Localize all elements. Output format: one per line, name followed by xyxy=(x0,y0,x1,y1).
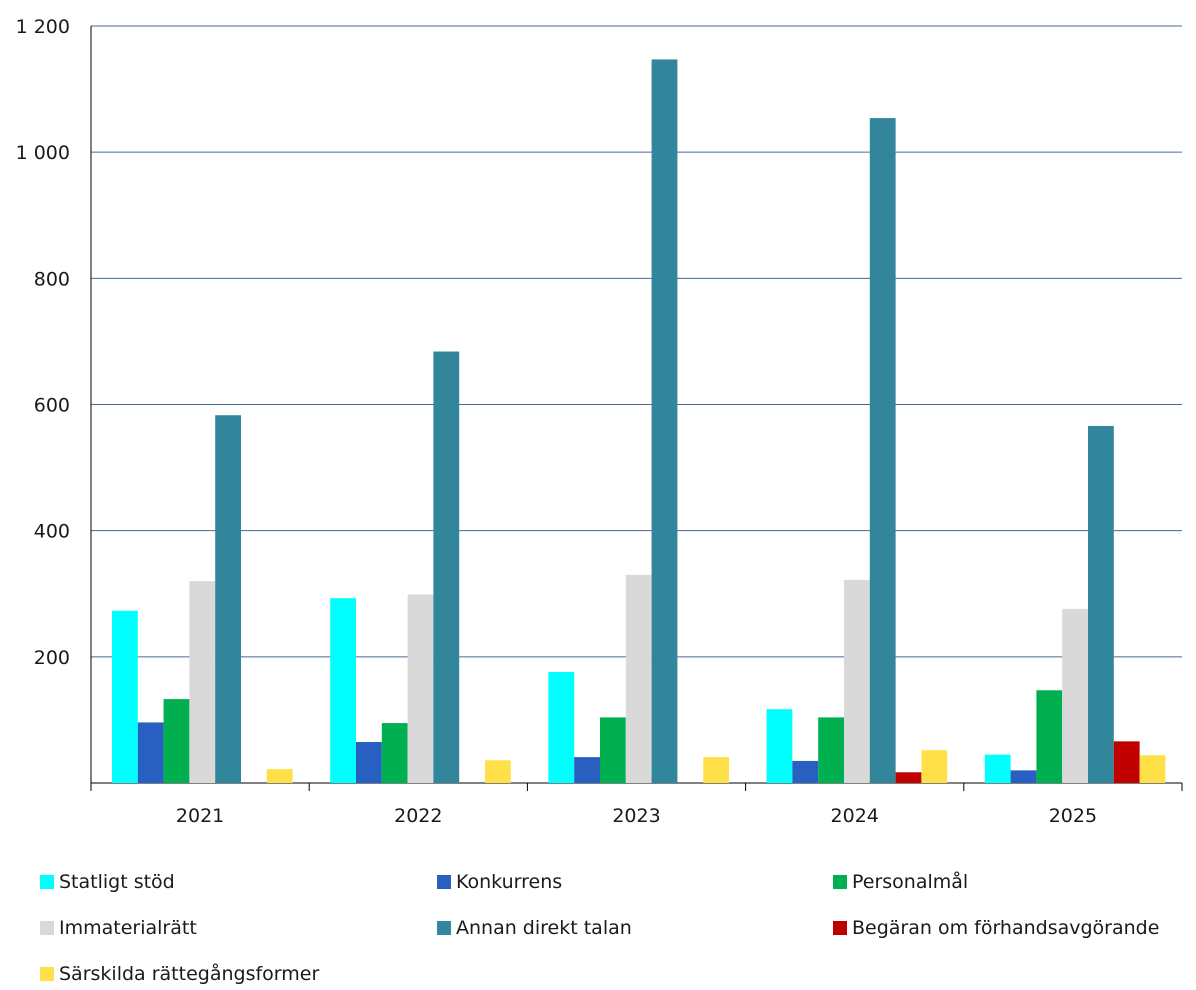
bar-2021-4 xyxy=(215,415,241,783)
legend-swatch xyxy=(40,921,54,935)
bar-2022-1 xyxy=(356,741,382,783)
bar-2023-0 xyxy=(548,671,575,783)
x-tick-label-2024: 2024 xyxy=(831,805,879,827)
bar-2022-2 xyxy=(381,723,408,783)
legend-item-4: Annan direkt talan xyxy=(437,912,632,944)
bar-2021-6 xyxy=(266,769,293,783)
legend-label: Särskilda rättegångsformer xyxy=(59,963,320,985)
y-tick-label-4: 1 000 xyxy=(16,142,70,164)
legend-item-6: Särskilda rättegångsformer xyxy=(40,958,319,990)
legend-item-3: Immaterialrätt xyxy=(40,912,197,944)
legend-label: Immaterialrätt xyxy=(59,917,197,939)
bar-2025-3 xyxy=(1062,608,1088,783)
bar-2025-4 xyxy=(1088,425,1114,783)
bar-2025-6 xyxy=(1139,755,1166,783)
bar-2024-4 xyxy=(869,118,896,783)
legend-item-2: Personalmål xyxy=(833,866,968,898)
y-tick-label-1: 400 xyxy=(34,521,70,543)
legend-item-0: Statligt stöd xyxy=(40,866,175,898)
x-tick-label-2023: 2023 xyxy=(612,805,660,827)
bar-2021-3 xyxy=(189,581,216,783)
bar-chart: 200 400 600 800 1 000 1 200 2021 2022 2023 2024 20… xyxy=(16,16,1183,827)
bar-2021-1 xyxy=(137,722,164,783)
legend-swatch xyxy=(40,875,54,889)
bar-2022-4 xyxy=(433,351,460,783)
legend-item-5: Begäran om förhandsavgörande xyxy=(833,912,1159,944)
x-tick-label-2021: 2021 xyxy=(176,805,224,827)
bar-2025-0 xyxy=(984,754,1011,783)
legend-label: Konkurrens xyxy=(456,871,563,893)
legend-item-1: Konkurrens xyxy=(437,866,562,898)
bar-2025-2 xyxy=(1036,690,1063,783)
y-tick-label-2: 600 xyxy=(34,395,70,417)
x-tick-label-2025: 2025 xyxy=(1049,805,1097,827)
bar-2022-6 xyxy=(485,760,511,783)
bar-2024-2 xyxy=(818,717,844,783)
legend-label: Statligt stöd xyxy=(59,871,175,893)
bar-2022-0 xyxy=(330,598,356,783)
x-tick-label-2022: 2022 xyxy=(394,805,442,827)
legend-swatch xyxy=(437,875,451,889)
y-tick-label-5: 1 200 xyxy=(16,16,70,38)
bar-2025-5 xyxy=(1113,741,1140,783)
bar-2024-0 xyxy=(766,709,793,783)
legend-swatch xyxy=(437,921,451,935)
bar-2024-1 xyxy=(792,760,819,783)
bar-2023-3 xyxy=(625,574,652,783)
bar-2023-2 xyxy=(600,717,626,783)
bar-2024-6 xyxy=(921,750,948,783)
legend-swatch xyxy=(40,967,54,981)
bar-2024-5 xyxy=(895,772,922,783)
y-tick-label-0: 200 xyxy=(34,647,70,669)
bar-2025-1 xyxy=(1010,770,1037,783)
legend-swatch xyxy=(833,921,847,935)
y-tick-label-3: 800 xyxy=(34,268,70,290)
bar-2024-3 xyxy=(844,579,870,783)
bar-2022-3 xyxy=(407,594,434,783)
bar-2023-1 xyxy=(574,757,600,783)
chart-legend: Statligt stöd Konkurrens Personalmål Immate… xyxy=(40,866,1196,989)
legend-label: Personalmål xyxy=(852,871,969,893)
bar-2023-6 xyxy=(703,757,729,783)
legend-label: Annan direkt talan xyxy=(456,917,632,939)
legend-swatch xyxy=(833,875,847,889)
bar-2021-0 xyxy=(112,610,138,783)
bar-2021-2 xyxy=(163,699,190,783)
bar-2023-4 xyxy=(651,59,678,784)
legend-label: Begäran om förhandsavgörande xyxy=(852,917,1160,939)
